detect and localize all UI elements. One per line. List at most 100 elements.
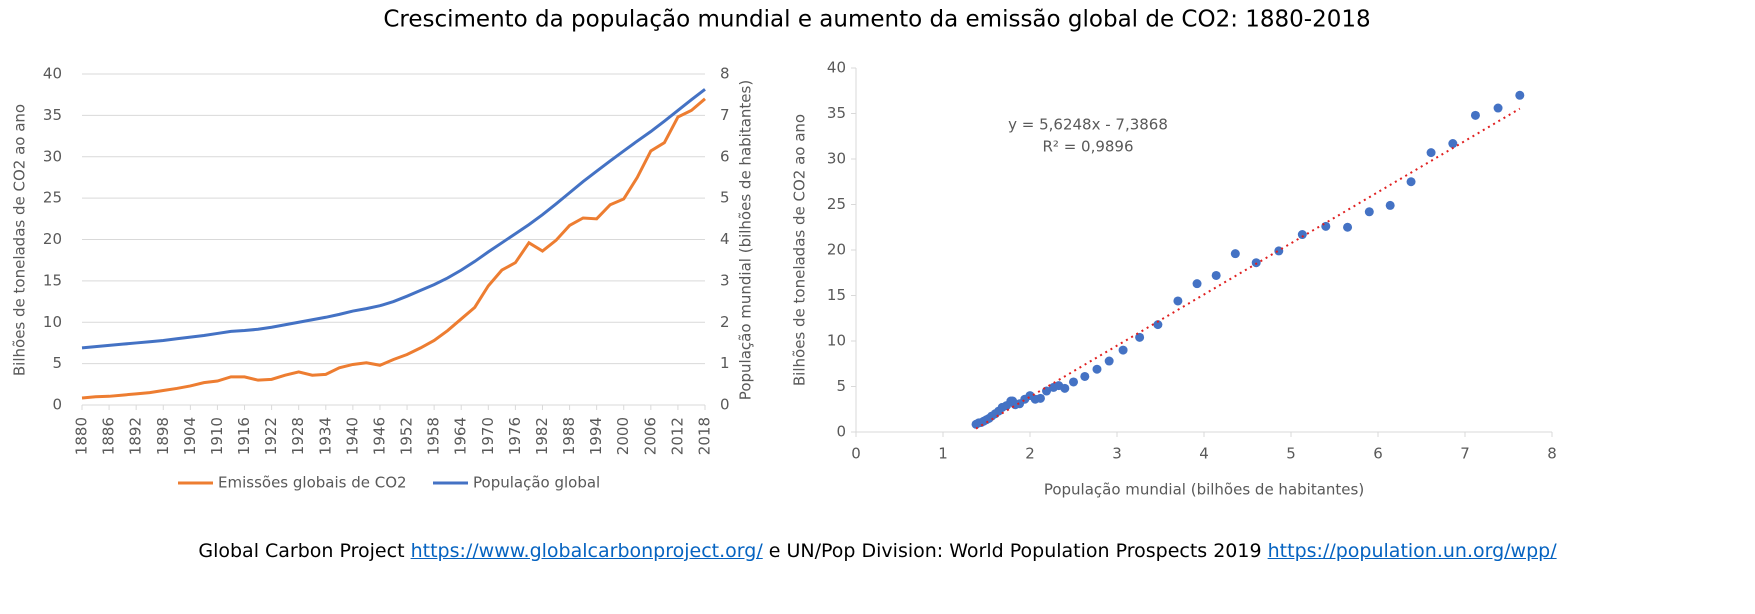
point	[1426, 148, 1436, 158]
series-line	[81, 88, 706, 350]
point	[1448, 139, 1458, 149]
point	[1385, 200, 1395, 210]
x-tick-label: 1922	[262, 417, 280, 455]
y-tick-label: 30	[827, 150, 846, 168]
x-tick-label: 1958	[425, 417, 443, 455]
x-tick-label: 5	[1286, 445, 1296, 463]
x-tick-label: 6	[1373, 445, 1383, 463]
y-tick-label: 40	[827, 59, 846, 77]
x-axis-label: População mundial (bilhões de habitantes…	[1044, 481, 1364, 499]
point	[1092, 364, 1102, 374]
x-tick-label: 1976	[506, 417, 524, 455]
y-tick-label: 0	[836, 423, 846, 441]
point	[1321, 221, 1331, 231]
y-axis-label: Bilhões de toneladas de CO2 ao ano	[11, 104, 29, 376]
y-tick-label: 40	[43, 65, 62, 83]
y2-tick-label: 1	[720, 354, 730, 372]
point	[1135, 332, 1145, 342]
x-tick-label: 1934	[316, 417, 334, 455]
footer: Global Carbon Project https://www.global…	[0, 540, 1755, 562]
x-tick-label: 0	[851, 445, 861, 463]
y-tick-label: 0	[52, 396, 62, 414]
point	[1153, 320, 1163, 330]
y2-tick-label: 6	[720, 147, 730, 165]
point	[1230, 249, 1240, 259]
x-tick-label: 7	[1460, 445, 1470, 463]
footer-text: Global Carbon Project	[198, 540, 405, 562]
point	[1297, 230, 1307, 240]
x-tick-label: 1916	[235, 417, 253, 455]
point	[1069, 377, 1078, 387]
x-tick-label: 1964	[452, 417, 470, 455]
point	[1493, 103, 1503, 113]
series-line	[81, 97, 706, 400]
trend-equation: y = 5,6248x - 7,3868	[1008, 116, 1168, 134]
point	[1060, 383, 1070, 393]
y-tick-label: 25	[43, 189, 62, 207]
x-tick-label: 1940	[343, 417, 361, 455]
y2-tick-label: 4	[720, 230, 730, 248]
x-tick-label: 4	[1199, 445, 1209, 463]
y-axis-label: Bilhões de toneladas de CO2 ao ano	[791, 114, 809, 386]
x-tick-label: 1946	[370, 417, 388, 455]
point	[1035, 393, 1045, 403]
y2-tick-label: 8	[720, 65, 730, 83]
x-tick-label: 1952	[398, 417, 416, 455]
y-tick-label: 25	[827, 195, 846, 213]
y-tick-label: 20	[43, 230, 62, 248]
x-tick-label: 1892	[127, 417, 145, 455]
point	[1211, 270, 1221, 280]
y2-tick-label: 5	[720, 189, 730, 207]
trendline	[975, 107, 1521, 430]
y-tick-label: 5	[52, 354, 62, 372]
point	[1173, 296, 1183, 306]
x-tick-label: 1898	[154, 417, 172, 455]
y-tick-label: 35	[43, 106, 62, 124]
point	[1118, 345, 1128, 355]
point	[1515, 90, 1525, 100]
x-tick-label: 2	[1025, 445, 1035, 463]
y-tick-label: 15	[43, 271, 62, 289]
y-tick-label: 20	[827, 241, 846, 259]
x-tick-label: 1886	[100, 417, 118, 455]
x-tick-label: 3	[1112, 445, 1122, 463]
legend-label: Emissões globais de CO2	[218, 474, 407, 492]
x-tick-label: 1994	[587, 417, 605, 455]
x-tick-label: 1982	[533, 417, 551, 455]
x-tick-label: 1910	[208, 417, 226, 455]
footer-text: e UN/Pop Division: World Population Pros…	[768, 540, 1262, 562]
y-tick-label: 30	[43, 147, 62, 165]
x-tick-label: 1904	[181, 417, 199, 455]
y2-axis-label: População mundial (bilhões de habitantes…	[737, 80, 755, 400]
y2-tick-label: 0	[720, 396, 730, 414]
y-tick-label: 10	[43, 313, 62, 331]
y2-tick-label: 3	[720, 271, 730, 289]
x-tick-label: 2000	[614, 417, 632, 455]
trend-r2: R² = 0,9896	[1042, 138, 1133, 156]
point	[1104, 356, 1114, 366]
y2-tick-label: 2	[720, 313, 730, 331]
point	[1364, 207, 1374, 217]
y-tick-label: 10	[827, 332, 846, 350]
y-tick-label: 15	[827, 286, 846, 304]
point	[1406, 177, 1416, 187]
x-tick-label: 1988	[560, 417, 578, 455]
footer-link[interactable]: https://population.un.org/wpp/	[1267, 540, 1557, 562]
point	[1470, 110, 1480, 120]
x-tick-label: 1	[938, 445, 948, 463]
y-tick-label: 35	[827, 104, 846, 122]
y-tick-label: 5	[836, 377, 846, 395]
legend-label: População global	[473, 474, 600, 492]
chart: Crescimento da população mundial e aumen…	[11, 7, 1557, 499]
point	[1080, 371, 1090, 381]
x-tick-label: 1880	[73, 417, 91, 455]
point	[1343, 222, 1353, 232]
footer-link[interactable]: https://www.globalcarbonproject.org/	[410, 540, 763, 562]
x-tick-label: 2018	[696, 417, 714, 455]
x-tick-label: 1928	[289, 417, 307, 455]
y2-tick-label: 7	[720, 106, 730, 124]
chart-title: Crescimento da população mundial e aumen…	[383, 7, 1370, 33]
x-tick-label: 1970	[479, 417, 497, 455]
x-tick-label: 2006	[641, 417, 659, 455]
